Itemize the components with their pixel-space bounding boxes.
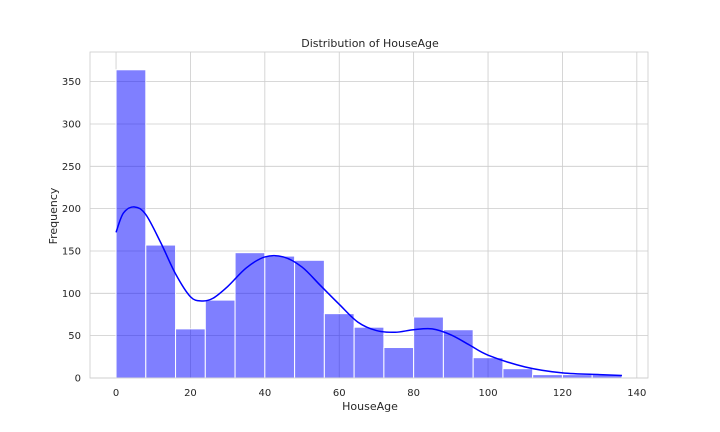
plot-frame <box>89 51 649 379</box>
y-tick-label: 50 <box>68 331 81 342</box>
y-tick-label: 350 <box>62 77 81 88</box>
histogram-bar <box>532 374 563 379</box>
x-tick-label: 140 <box>627 388 646 399</box>
histogram-bar <box>383 347 415 379</box>
histogram-bar <box>353 326 385 379</box>
kde-curve <box>115 206 622 377</box>
x-tick-labels: 0 20 40 60 80 100 120 140 <box>113 388 647 399</box>
y-tick-label: 0 <box>75 374 81 385</box>
histogram-bar <box>472 357 504 379</box>
y-tick-labels: 0 50 100 150 200 250 300 350 <box>62 77 81 384</box>
histogram-bar <box>175 328 206 379</box>
y-tick-label: 100 <box>62 289 81 300</box>
x-tick-label: 20 <box>184 388 197 399</box>
histogram-bars <box>115 69 623 379</box>
chart-title: Distribution of HouseAge <box>301 37 439 50</box>
histogram-bar <box>502 368 534 379</box>
y-tick-label: 300 <box>62 119 81 130</box>
histogram-bar <box>264 255 296 379</box>
y-tick-label: 250 <box>62 162 81 173</box>
histogram-bar <box>323 313 355 379</box>
x-tick-label: 80 <box>407 388 420 399</box>
histogram-bar <box>561 374 593 379</box>
x-tick-label: 40 <box>258 388 271 399</box>
x-tick-label: 120 <box>553 388 572 399</box>
y-axis-label: Frequency <box>47 187 60 244</box>
grid-lines <box>90 52 648 379</box>
histogram-bar <box>294 259 325 379</box>
x-tick-label: 60 <box>333 388 346 399</box>
histogram-bar <box>413 316 444 379</box>
y-tick-label: 200 <box>62 204 81 215</box>
histogram-bar <box>204 299 236 379</box>
x-tick-label: 0 <box>113 388 119 399</box>
x-tick-label: 100 <box>478 388 497 399</box>
histogram-bar <box>115 69 147 379</box>
x-axis-label: HouseAge <box>342 400 398 413</box>
histogram-bar <box>234 252 266 379</box>
y-tick-label: 150 <box>62 246 81 257</box>
histogram-bar <box>442 329 474 379</box>
